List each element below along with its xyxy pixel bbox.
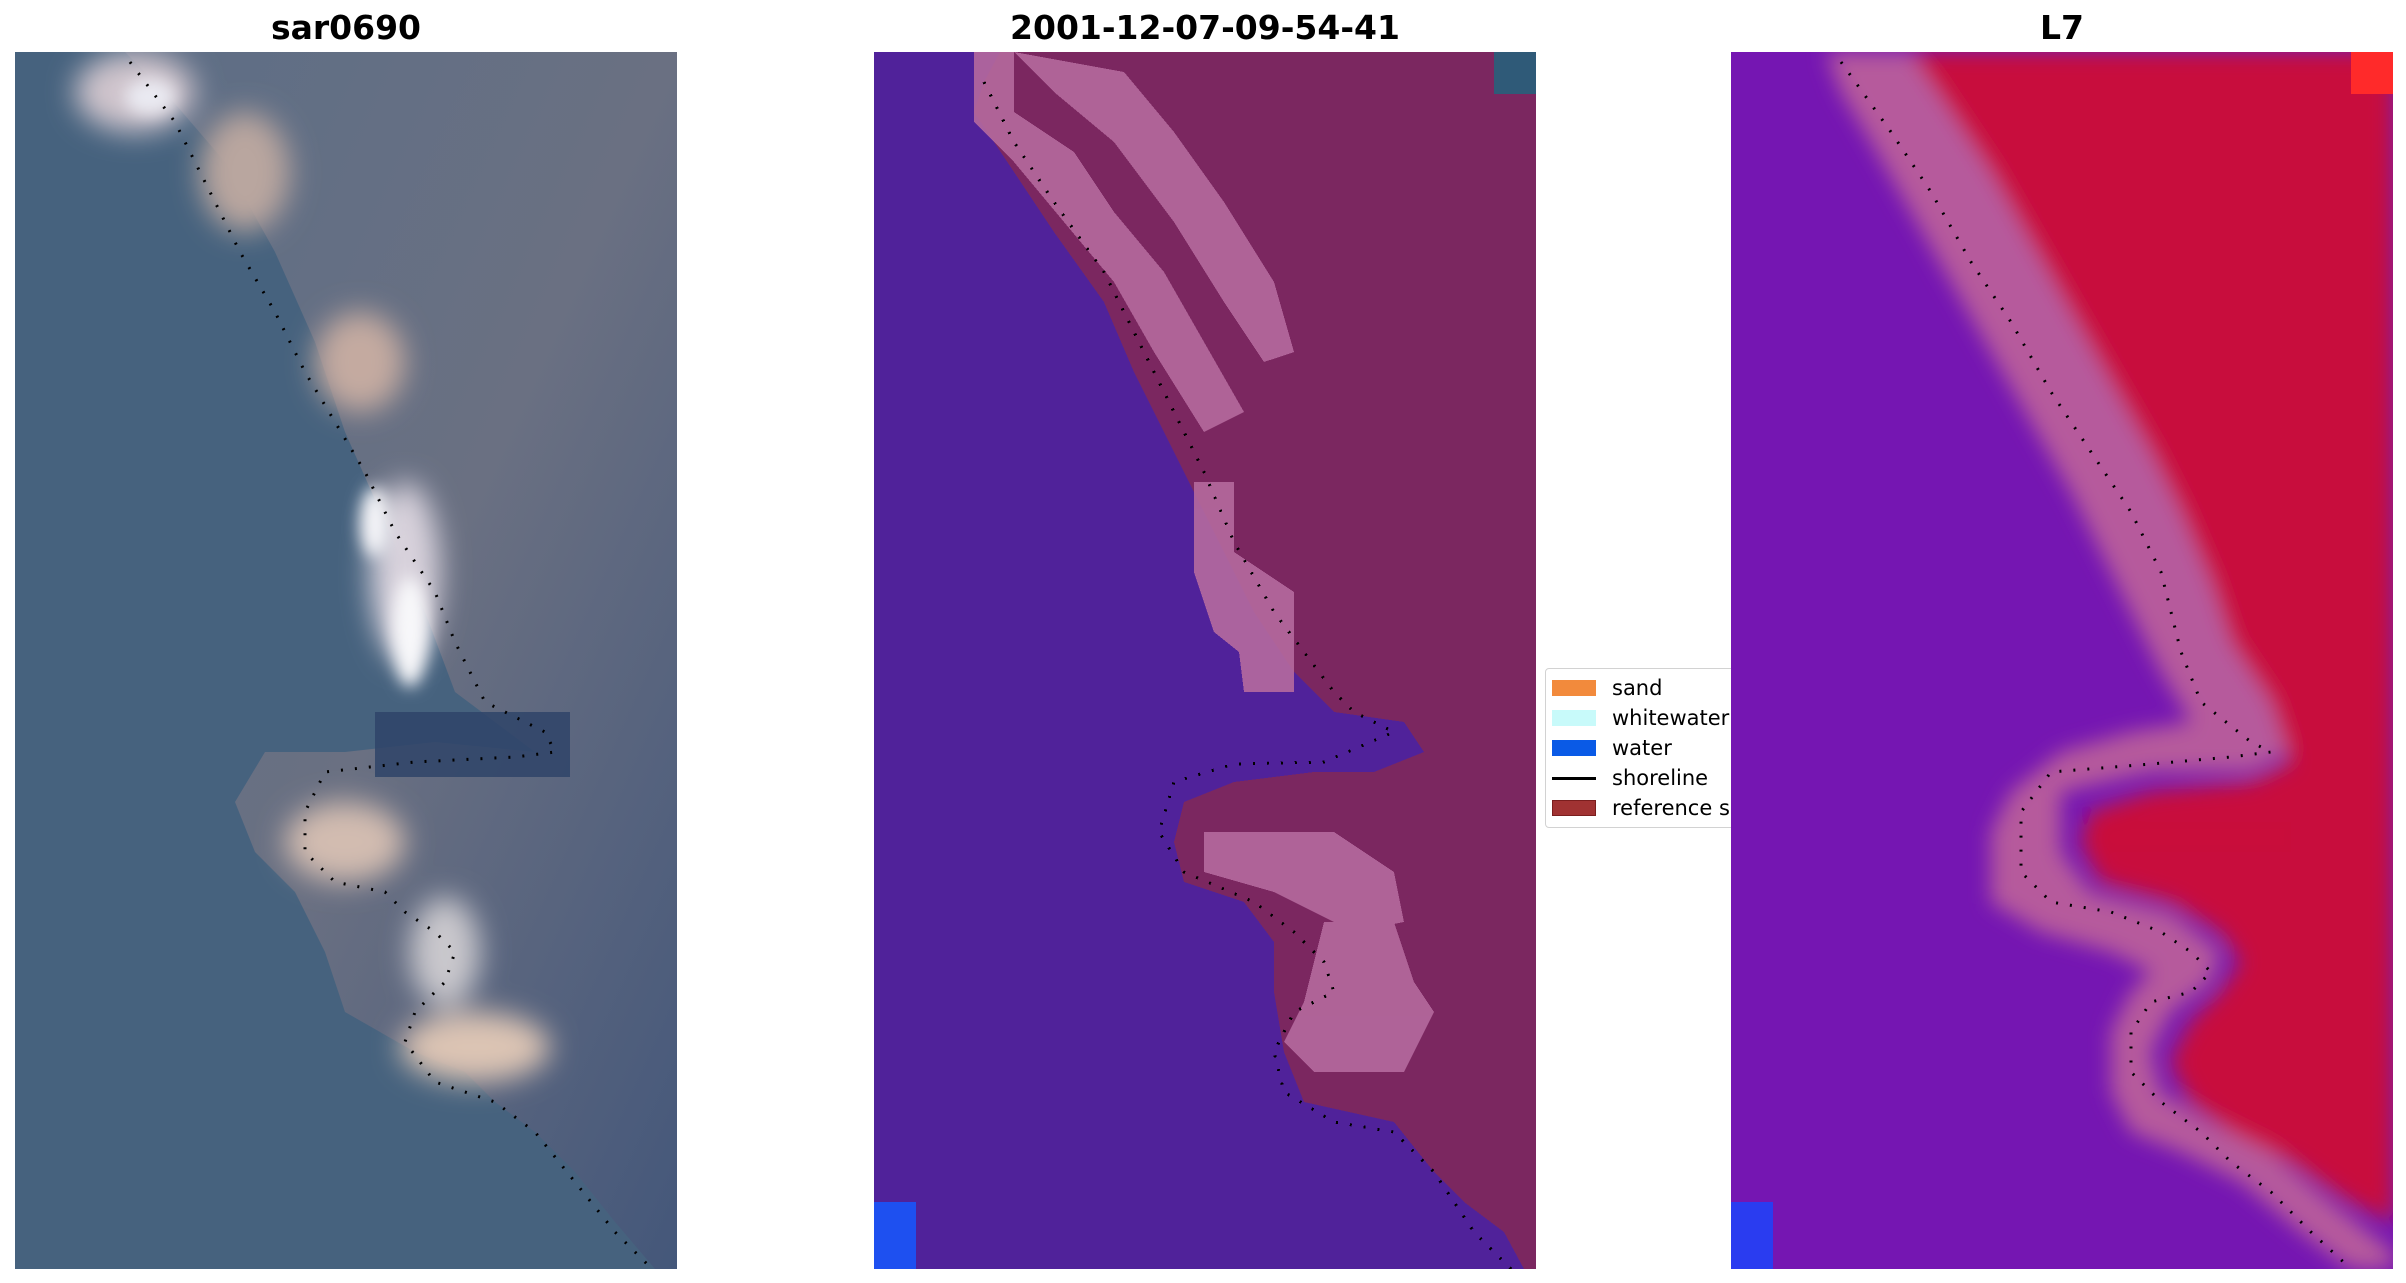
legend-item-sand: sand	[1546, 673, 1662, 703]
index-land	[1911, 52, 2393, 1222]
cls-corner-top	[1494, 52, 1536, 94]
classification-image	[874, 52, 1536, 1269]
legend-item-reference: reference s	[1546, 793, 1730, 823]
rgb-white-patches	[125, 79, 428, 687]
reference-swatch	[1552, 800, 1596, 816]
index-blue-corner	[1731, 1202, 1773, 1269]
index-corner-top	[2351, 52, 2393, 94]
water-swatch	[1552, 740, 1596, 756]
whitewater-swatch	[1552, 710, 1596, 726]
rgb-image-panel	[15, 52, 677, 1269]
rgb-dark-channel	[375, 712, 570, 777]
sand-swatch	[1552, 680, 1596, 696]
shoreline-line-swatch	[1552, 776, 1596, 780]
legend-item-whitewater: whitewater	[1546, 703, 1729, 733]
index-image	[1731, 52, 2393, 1269]
rgb-image	[15, 52, 677, 1269]
panel-title-rgb: sar0690	[270, 8, 422, 47]
panel-title-classification: 2001-12-07-09-54-41	[1010, 8, 1400, 47]
legend: sand whitewater water shoreline referenc…	[1545, 668, 1735, 828]
cls-beach	[974, 52, 1434, 1072]
rgb-land	[125, 52, 677, 1269]
cls-water-blue	[874, 1202, 916, 1269]
legend-label-sand: sand	[1612, 676, 1663, 700]
index-panel	[1731, 52, 2393, 1269]
legend-label-water: water	[1612, 736, 1672, 760]
legend-label-reference: reference s	[1612, 796, 1730, 820]
legend-label-whitewater: whitewater	[1612, 706, 1730, 730]
legend-label-shoreline: shoreline	[1612, 766, 1709, 790]
legend-item-shoreline: shoreline	[1546, 763, 1708, 793]
panel-title-index: L7	[2040, 8, 2084, 47]
legend-item-water: water	[1546, 733, 1672, 763]
index-inner-strip	[2091, 822, 2291, 852]
classification-panel	[874, 52, 1536, 1269]
